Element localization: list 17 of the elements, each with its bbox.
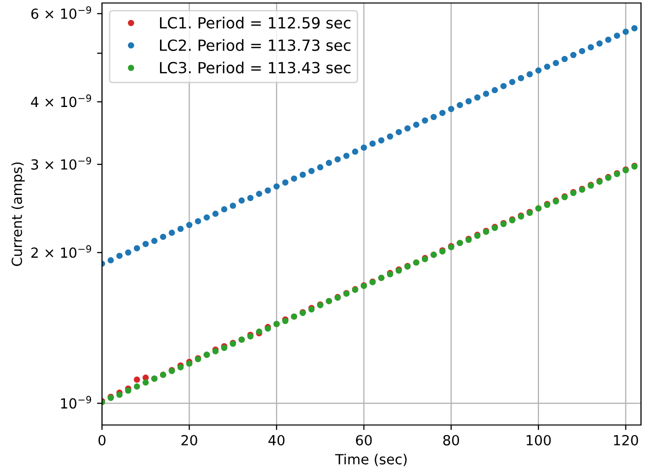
x-tick-label: 100 [526, 434, 551, 446]
y-tick-label: 2 × 10$^{−9}$ [31, 245, 92, 258]
x-tick-label: 40 [268, 434, 284, 446]
legend-label: LC1. Period = 112.59 sec [160, 16, 350, 29]
x-tick-label: 120 [614, 434, 638, 446]
x-tick-label: 20 [181, 434, 198, 446]
legend-label: LC2. Period = 113.73 sec [160, 39, 350, 51]
x-tick-label: 80 [443, 434, 460, 446]
legend-label: LC3. Period = 113.43 sec [160, 62, 350, 74]
x-axis-title: Time (sec) [335, 454, 407, 466]
y-tick-label: 6 × 10$^{−9}$ [31, 6, 92, 19]
y-tick-label: 10$^{−9}$ [61, 396, 92, 409]
y-tick-label: 4 × 10$^{−9}$ [31, 94, 92, 108]
x-tick-label: 60 [356, 434, 372, 446]
y-tick-label: 3 × 10$^{−9}$ [31, 157, 92, 170]
x-tick-label: 0 [98, 434, 106, 446]
y-axis-title: Current (amps) [11, 162, 25, 266]
